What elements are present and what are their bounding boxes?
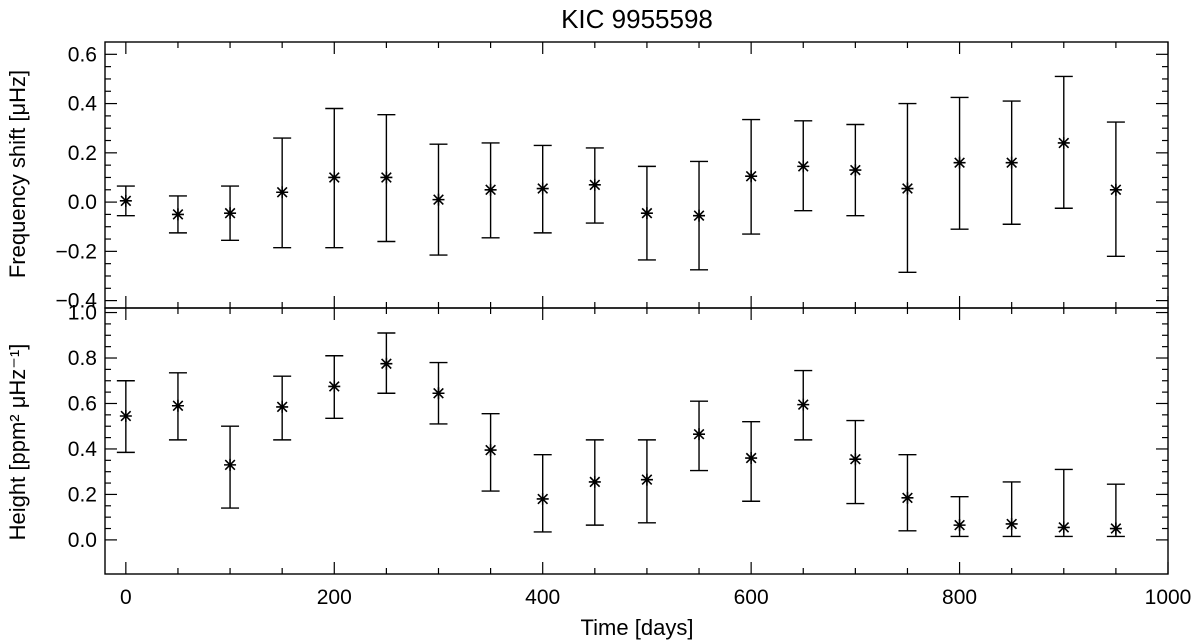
height-data-point [171,399,184,412]
frequency-shift-frame [104,41,1169,309]
height-data-point [849,453,862,466]
frequency-shift-data-point [640,207,653,220]
frequency-shift-data-point [745,170,758,183]
frequency-shift-data-point [901,182,914,195]
chart-title: KIC 9955598 [561,4,713,34]
frequency-shift-data-point [328,171,341,184]
plot-layer: −0.4 −0.2 0.0 0.2 0.4 0.6 0.0 0.2 0.4 0.6 0.8 1.0 0 2… [56,41,1192,609]
height-ytick-label: 0.2 [68,483,97,506]
frequency-shift-ytick-label: 0.0 [68,191,97,214]
bottom-y-axis-label: Height [ppm² μHz⁻¹] [5,344,30,541]
height-data-point [432,387,445,400]
frequency-shift-ytick-label: 0.4 [68,93,98,116]
x-tick-label: 600 [734,586,769,609]
frequency-shift-data-point [953,156,966,169]
height-data-point [1057,521,1070,534]
height-ytick-label: 0.0 [68,529,97,552]
height-data-point [224,458,237,471]
x-axis-label: Time [days] [581,615,694,640]
frequency-shift-data-point [536,182,549,195]
height-data-point [380,357,393,370]
height-data-point [640,473,653,486]
frequency-shift-data-point [849,164,862,177]
frequency-shift-data-point [432,193,445,206]
height-ytick-label: 0.8 [68,347,97,370]
frequency-shift-data-point [1109,183,1122,196]
height-data-point [1109,522,1122,535]
height-data-point [1005,517,1018,530]
height-data-point [797,398,810,411]
height-data-point [484,444,497,457]
frequency-shift-data-point [1057,136,1070,149]
x-tick-label: 400 [525,586,560,609]
frequency-shift-data-point [380,171,393,184]
frequency-shift-data-point [693,209,706,222]
frequency-shift-ytick-label: 0.2 [68,142,97,165]
height-data-point [536,492,549,505]
x-tick-label: 200 [317,586,352,609]
x-tick-label: 0 [120,586,132,609]
x-tick-label: 1000 [1145,586,1192,609]
height-data-point [276,400,289,413]
height-data-point [328,380,341,393]
frequency-shift-ytick-label: −0.4 [56,290,98,313]
frequency-shift-data-point [484,183,497,196]
frequency-shift-data-point [276,186,289,199]
height-data-point [693,428,706,441]
height-ytick-label: 0.4 [68,438,98,461]
frequency-shift-data-point [797,160,810,173]
height-ytick-label: 0.6 [68,392,97,415]
frequency-shift-data-point [171,208,184,221]
height-data-point [901,491,914,504]
frequency-shift-ytick-label: −0.2 [56,240,97,263]
frequency-shift-data-point [119,194,132,207]
height-data-point [953,519,966,532]
frequency-shift-data-point [224,207,237,220]
top-y-axis-label: Frequency shift [μHz] [5,70,30,278]
frequency-shift-data-point [1005,156,1018,169]
height-ytick-label: 1.0 [68,302,97,325]
frequency-shift-data-point [588,178,601,191]
height-data-point [745,452,758,465]
x-tick-label: 800 [942,586,977,609]
frequency-shift-ytick-label: 0.6 [68,43,97,66]
height-data-point [588,475,601,488]
height-data-point [119,409,132,422]
height-frame [104,307,1169,575]
